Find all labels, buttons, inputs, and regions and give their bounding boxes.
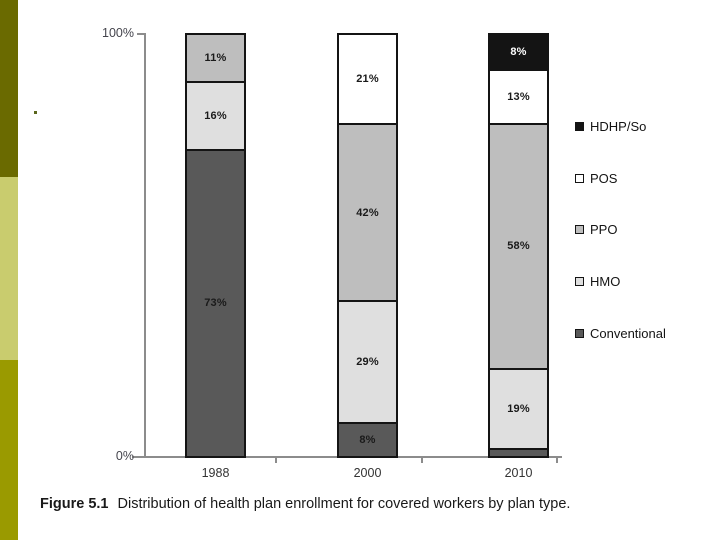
segment-value-label: 42%: [356, 206, 379, 219]
figure-caption-number: Figure 5.1: [40, 496, 109, 512]
segment-conventional-1988: 73%: [187, 148, 244, 456]
segment-value-label: 73%: [204, 297, 227, 310]
y-axis-label-100: 100%: [102, 26, 134, 40]
y-axis-label-0: 0%: [115, 449, 134, 463]
segment-value-label: 16%: [204, 109, 227, 122]
y-axis-top-tick: [137, 33, 145, 35]
x-axis-tick: [421, 458, 423, 463]
segment-value-label: 8%: [510, 45, 527, 58]
legend-swatch-icon: [575, 328, 584, 338]
y-axis-line: [144, 33, 146, 458]
legend-item-conventional: Conventional: [575, 325, 666, 341]
x-axis-category-2000: 2000: [353, 466, 382, 480]
sidebar-band-middle: [0, 177, 18, 360]
legend-swatch-icon: [575, 276, 584, 286]
segment-pos-2000: 21%: [339, 35, 396, 124]
stacked-bar-1988: 11% 16% 73%: [185, 33, 246, 458]
legend-swatch-icon: [575, 173, 584, 183]
legend-item-hdhp-so: HDHP/So: [575, 118, 647, 134]
segment-value-label: 19%: [507, 402, 530, 415]
bullet-dot-icon: [34, 111, 37, 114]
segment-hdhp-so-2010: 8%: [490, 35, 547, 69]
legend-label: PPO: [590, 221, 618, 237]
x-axis-tick: [556, 458, 558, 463]
x-axis-category-2010: 2010: [504, 466, 533, 480]
segment-value-label: 13%: [507, 91, 530, 104]
legend-swatch-icon: [575, 121, 584, 131]
legend-label: Conventional: [590, 325, 666, 341]
figure-caption-text: Distribution of health plan enrollment f…: [117, 496, 571, 512]
legend-swatch-icon: [575, 224, 584, 234]
segment-conventional-2010: [490, 447, 547, 456]
legend-label: HMO: [590, 273, 621, 289]
segment-value-label: 8%: [359, 434, 376, 447]
x-axis-tick: [275, 458, 277, 463]
segment-ppo-2000: 42%: [339, 123, 396, 301]
legend-item-pos: POS: [575, 170, 618, 186]
segment-hmo-2000: 29%: [339, 300, 396, 423]
figure-caption: Figure 5.1 Distribution of health plan en…: [40, 496, 700, 512]
sidebar-band-bottom: [0, 360, 18, 540]
legend-label: HDHP/So: [590, 118, 647, 134]
sidebar-band-top: [0, 0, 18, 177]
x-axis-category-1988: 1988: [201, 466, 230, 480]
segment-hmo-1988: 16%: [187, 81, 244, 149]
legend-item-ppo: PPO: [575, 221, 618, 237]
segment-value-label: 58%: [507, 240, 530, 253]
legend-item-hmo: HMO: [575, 273, 621, 289]
segment-value-label: 29%: [356, 356, 379, 369]
segment-ppo-1988: 11%: [187, 35, 244, 82]
segment-conventional-2000: 8%: [339, 422, 396, 456]
segment-hmo-2010: 19%: [490, 367, 547, 448]
segment-ppo-2010: 58%: [490, 123, 547, 368]
legend-label: POS: [590, 170, 618, 186]
segment-value-label: 21%: [356, 73, 379, 86]
segment-pos-2010: 13%: [490, 68, 547, 124]
stacked-bar-2000: 21% 42% 29% 8%: [337, 33, 398, 458]
segment-value-label: 11%: [204, 52, 227, 65]
stacked-bar-2010: 8% 13% 58% 19%: [488, 33, 549, 458]
